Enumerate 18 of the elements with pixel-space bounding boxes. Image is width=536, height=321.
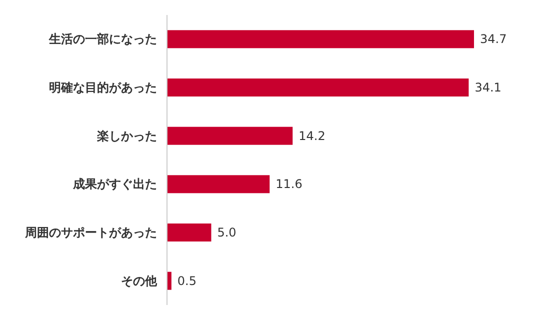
bar — [167, 272, 172, 290]
bar — [167, 78, 469, 96]
y-tick-label: 楽しかった — [96, 128, 157, 143]
data-label: 34.1 — [474, 80, 502, 94]
y-tick-label: 成果がすぐ出た — [72, 177, 157, 192]
data-label: 14.2 — [298, 128, 326, 143]
bar — [167, 175, 270, 194]
bar — [167, 30, 474, 48]
y-tick-label: 明確な目的があった — [49, 80, 157, 94]
y-tick-label: 生活の一部になった — [48, 32, 157, 46]
data-label: 34.7 — [480, 32, 507, 46]
bar — [167, 126, 293, 145]
data-label: 11.6 — [276, 177, 302, 192]
data-label: 5.0 — [217, 226, 236, 240]
y-tick-label: 周囲のサポートがあった — [24, 226, 157, 240]
y-tick-label: その他 — [121, 274, 158, 288]
data-label: 0.5 — [177, 274, 197, 288]
bar — [167, 224, 212, 242]
